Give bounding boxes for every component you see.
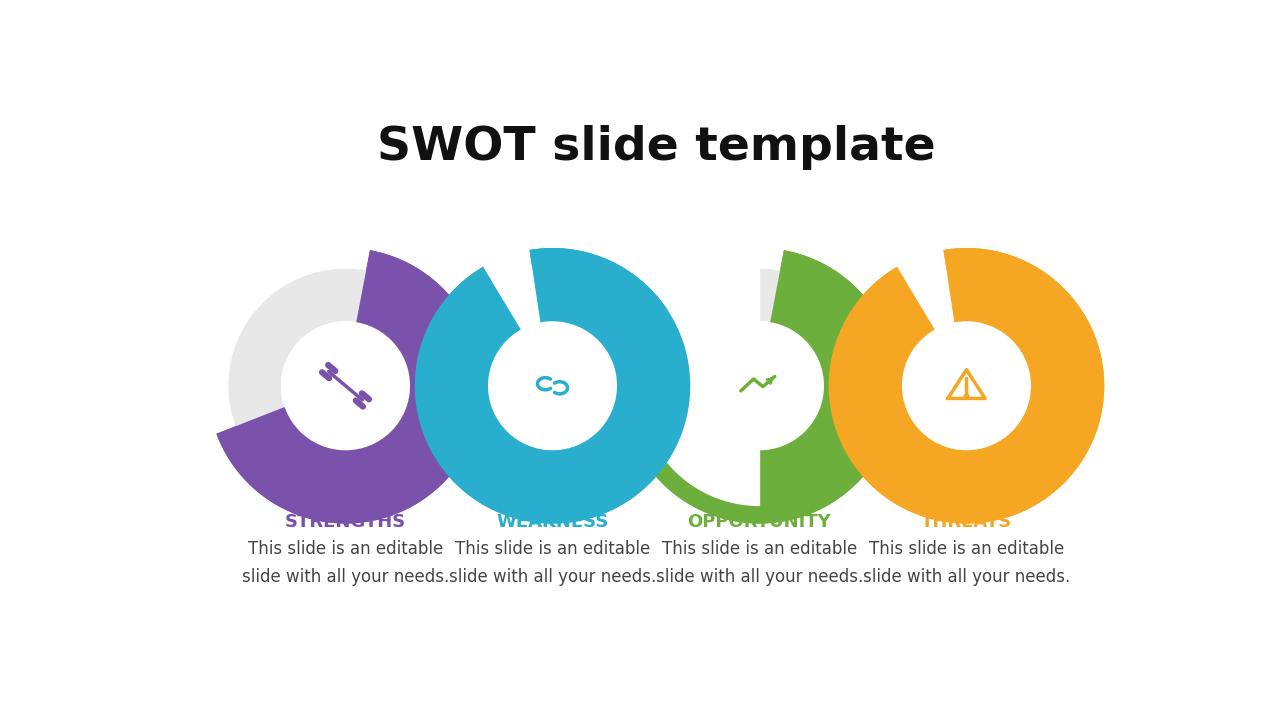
Text: This slide is an editable
slide with all your needs.: This slide is an editable slide with all… — [863, 540, 1070, 586]
Polygon shape — [847, 266, 966, 505]
Circle shape — [850, 269, 1083, 502]
Circle shape — [282, 322, 410, 449]
Text: This slide is an editable
slide with all your needs.: This slide is an editable slide with all… — [655, 540, 863, 586]
Circle shape — [282, 322, 410, 449]
Text: OPPORTUNITY: OPPORTUNITY — [687, 513, 832, 531]
Text: SWOT slide template: SWOT slide template — [376, 125, 936, 170]
Polygon shape — [640, 266, 759, 505]
Circle shape — [695, 322, 823, 449]
Text: WEAKNESS: WEAKNESS — [497, 513, 609, 531]
Text: This slide is an editable
slide with all your needs.: This slide is an editable slide with all… — [242, 540, 449, 586]
Text: THREATS: THREATS — [920, 513, 1012, 531]
Circle shape — [695, 322, 823, 449]
Circle shape — [436, 269, 668, 502]
Polygon shape — [847, 266, 966, 505]
Text: This slide is an editable
slide with all your needs.: This slide is an editable slide with all… — [449, 540, 657, 586]
Circle shape — [644, 269, 876, 502]
Circle shape — [229, 269, 462, 502]
Circle shape — [850, 269, 1083, 502]
Polygon shape — [640, 266, 759, 505]
Text: STRENGTHS: STRENGTHS — [285, 513, 406, 531]
Circle shape — [902, 322, 1030, 449]
Circle shape — [436, 269, 668, 502]
Circle shape — [489, 322, 617, 449]
Circle shape — [489, 322, 617, 449]
Circle shape — [902, 322, 1030, 449]
Circle shape — [644, 269, 876, 502]
Polygon shape — [433, 266, 553, 505]
Circle shape — [229, 269, 462, 502]
Circle shape — [695, 322, 823, 449]
Circle shape — [902, 322, 1030, 449]
Polygon shape — [433, 266, 553, 505]
Circle shape — [282, 322, 410, 449]
Circle shape — [489, 322, 617, 449]
